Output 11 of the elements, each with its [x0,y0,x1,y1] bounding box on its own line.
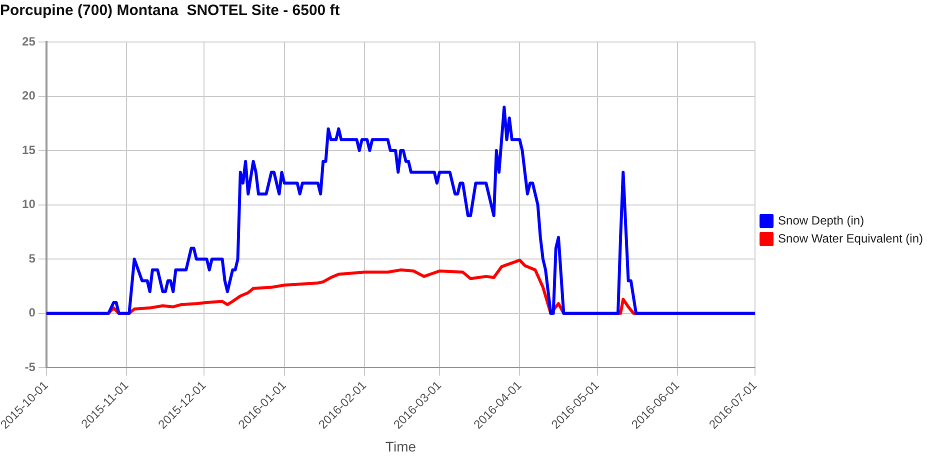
x-axis-title: Time [385,438,416,454]
y-tick-label: -5 [24,360,36,374]
y-tick-label: 15 [22,142,36,157]
legend-label: Snow Depth (in) [778,213,864,228]
y-tick-label: 20 [22,88,36,103]
y-tick-label: 0 [28,306,36,320]
y-tick-label: 10 [22,197,36,212]
y-tick-label: 5 [28,251,36,266]
chart-title: Porcupine (700) Montana SNOTEL Site - 6500 ft [0,2,340,20]
legend-label: Snow Water Equivalent (in) [778,231,924,246]
y-tick-label: 25 [22,34,36,48]
